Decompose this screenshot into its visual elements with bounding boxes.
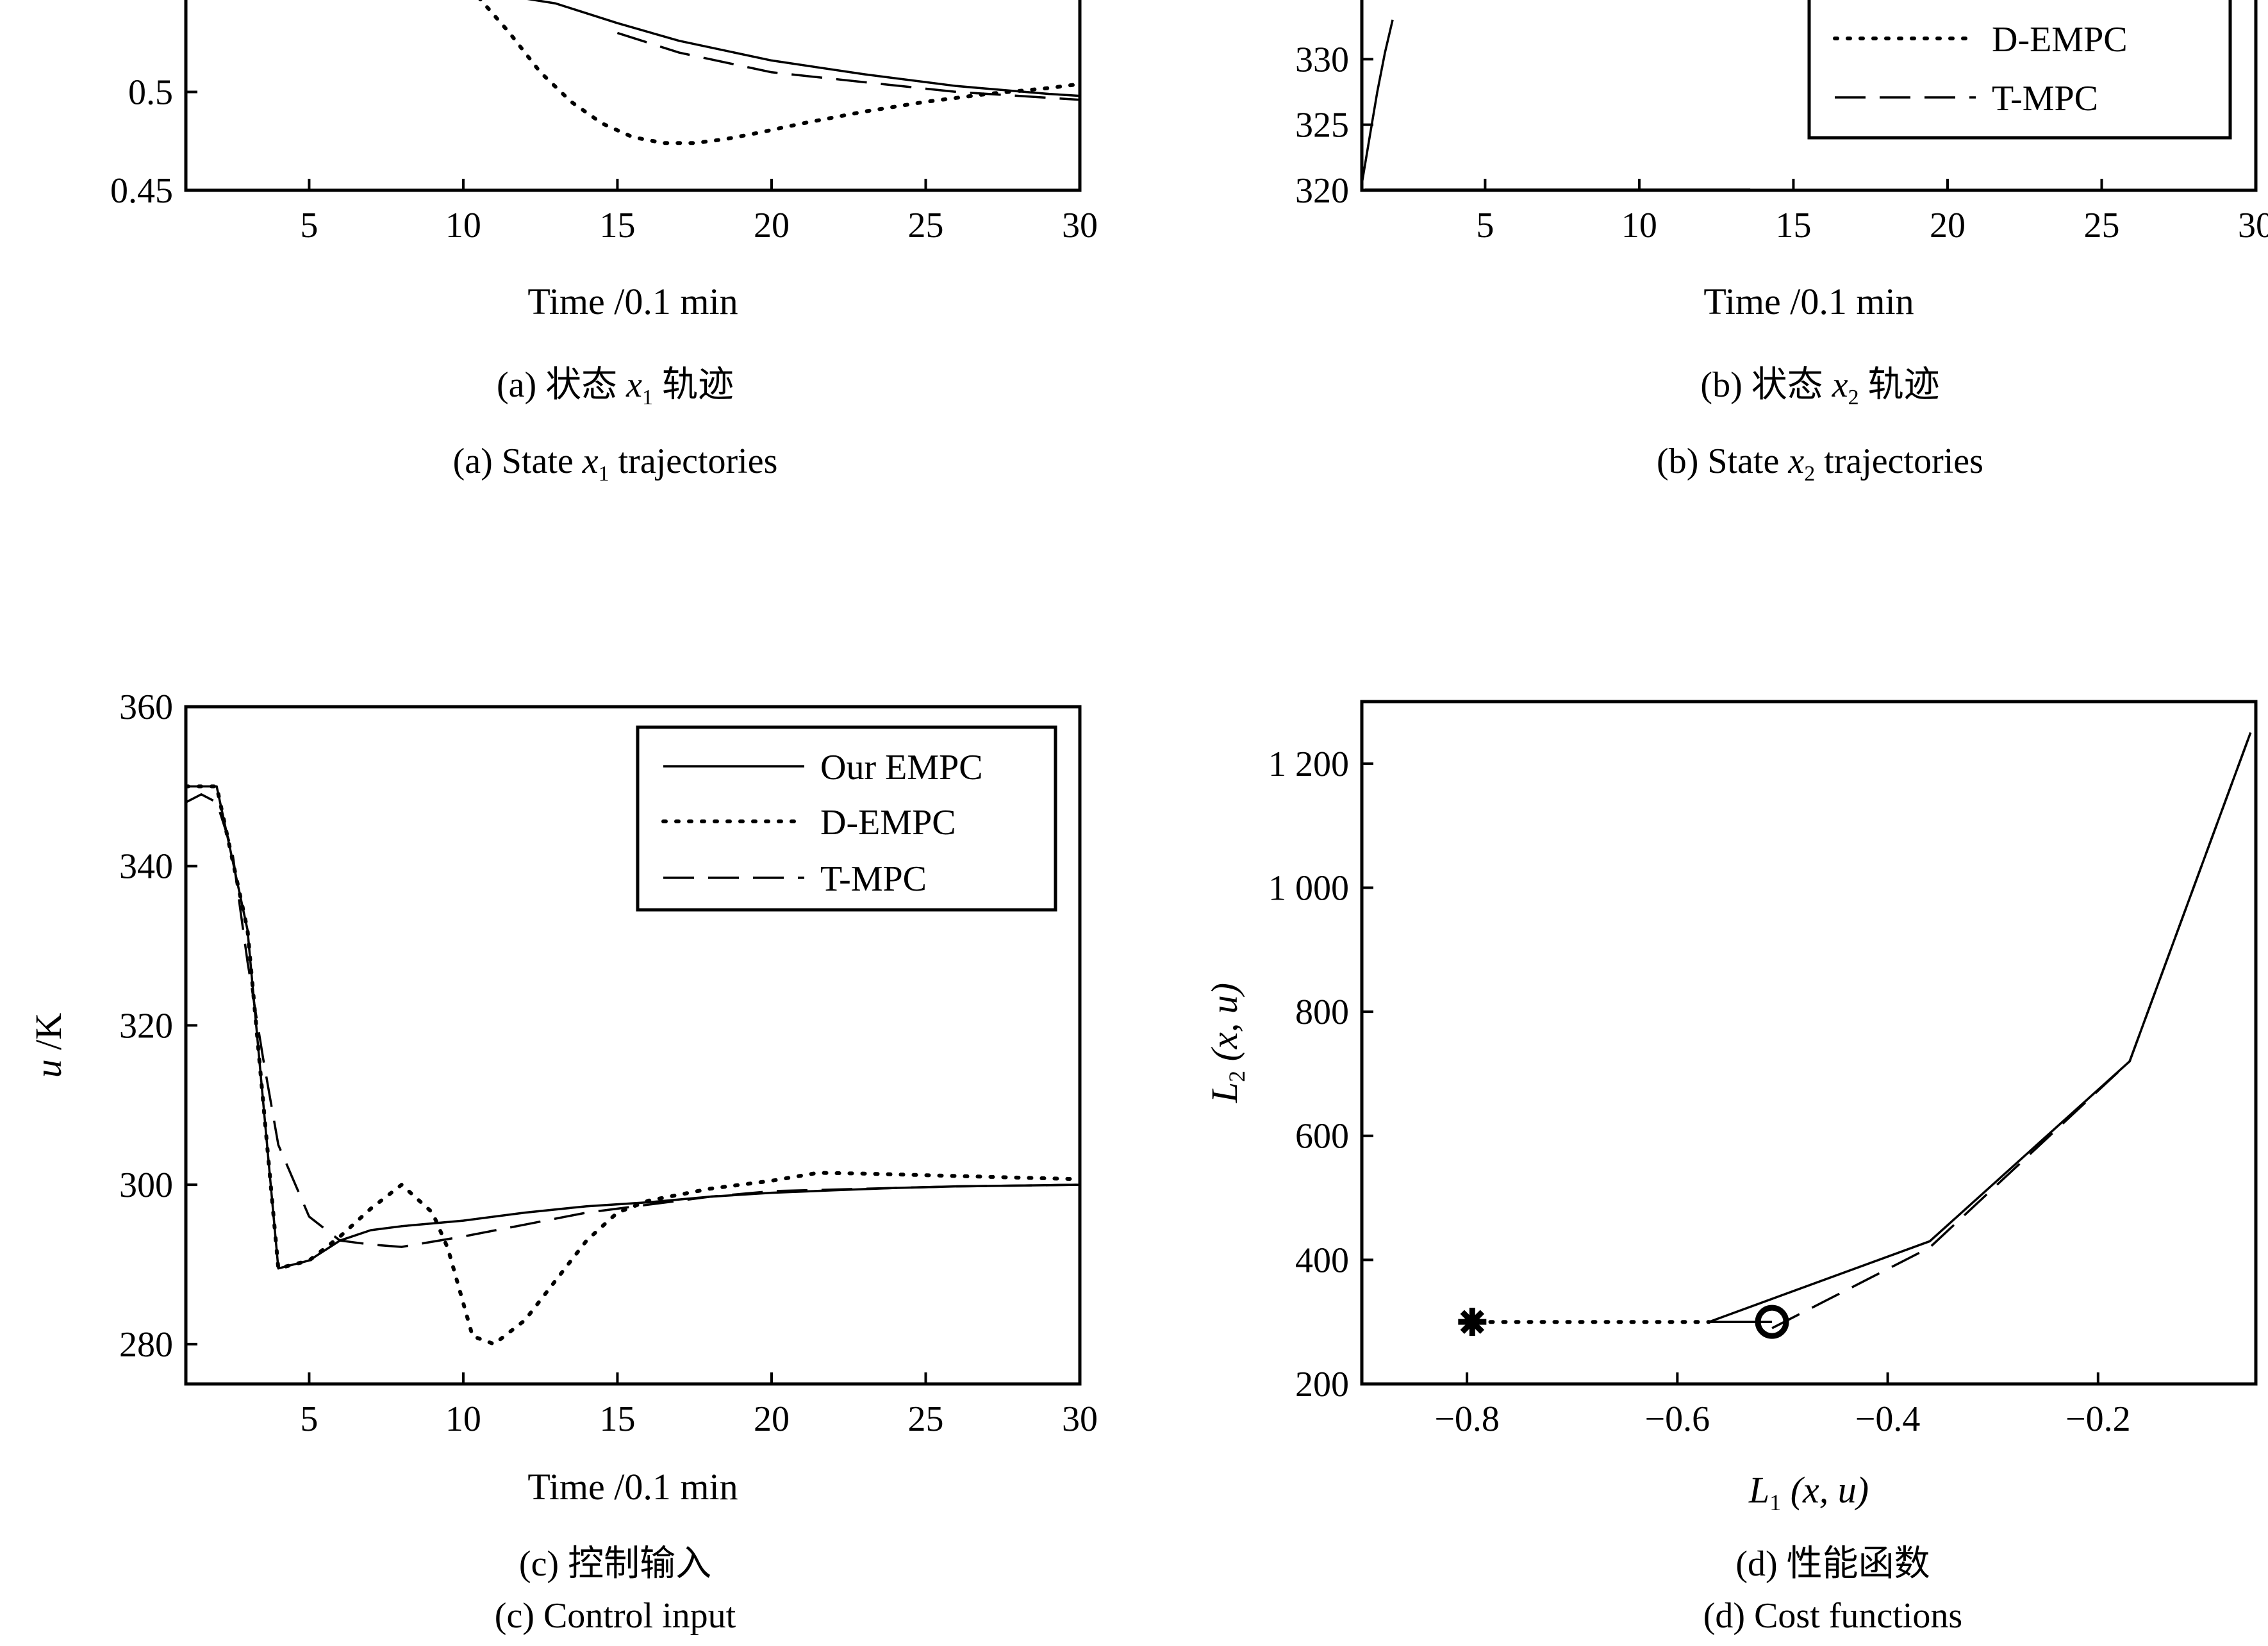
x-tick-label: 25 — [907, 206, 943, 245]
x-tick-label: 10 — [445, 1399, 481, 1439]
y-axis-label: u /K — [28, 1013, 69, 1078]
y-tick-label: 360 — [119, 687, 173, 727]
series-line-d-0 — [1708, 732, 2252, 1323]
legend-entry-label: D-EMPC — [1992, 20, 2128, 60]
y-tick-label: 280 — [119, 1325, 173, 1365]
caption-b-en-text2: trajectories — [1815, 441, 1983, 481]
x-tick-label: 30 — [1062, 1399, 1098, 1439]
y-tick-label: 330 — [1295, 40, 1349, 79]
y-axis-label: L2 (x, u) — [1204, 983, 1250, 1103]
series-line-c-1 — [186, 784, 1080, 1346]
x-tick-label: −0.6 — [1645, 1399, 1710, 1439]
y-tick-label: 320 — [119, 1006, 173, 1046]
y-tick-label: 300 — [119, 1165, 173, 1205]
legend-entry-label: T-MPC — [820, 859, 927, 899]
caption-d-english: (d) Cost functions — [1512, 1595, 2153, 1636]
caption-c-cn-text: (c) 控制输入 — [518, 1544, 712, 1584]
y-tick-label: 0.5 — [128, 73, 173, 113]
y-tick-label: 800 — [1295, 992, 1349, 1032]
x-tick-label: 15 — [599, 1399, 635, 1439]
y-tick-label: 200 — [1295, 1365, 1349, 1404]
x-axis-label: L1 (x, u) — [1748, 1469, 1869, 1515]
series-line-a-1 — [478, 0, 1080, 145]
series-line-d-2 — [1771, 732, 2252, 1329]
x-tick-label: −0.2 — [2065, 1399, 2131, 1439]
caption-b-cn-var: x — [1832, 365, 1848, 405]
legend-b: D-EMPC T-MPC — [1807, 0, 2232, 140]
x-axis-label: Time /0.1 min — [527, 1466, 738, 1508]
caption-c-english: (c) Control input — [295, 1595, 936, 1636]
plot-frame-d — [1360, 700, 2258, 1386]
y-tick-label: 340 — [119, 847, 173, 887]
legend-box — [636, 725, 1057, 912]
caption-a-en-var: x — [582, 441, 599, 481]
y-tick-label: 325 — [1295, 106, 1349, 145]
chart-d: −0.8 −0.6 −0.4 −0.2 200 400 600 800 1 000 1 200 L1… — [1204, 700, 2258, 1515]
legend-box — [1807, 0, 2232, 140]
caption-b-cn-text: (b) 状态 — [1700, 365, 1832, 405]
y-tick-label: 0.45 — [110, 171, 173, 211]
x-tick-label: −0.4 — [1855, 1399, 1921, 1439]
x-axis-label: Time /0.1 min — [527, 281, 738, 322]
caption-b-en-sub: 2 — [1804, 462, 1816, 486]
chart-a: 5 10 15 20 25 30 0.45 0.5 Time /0.1 min — [110, 0, 1098, 322]
x-tick-label: 20 — [1930, 206, 1966, 245]
plot-frame-c — [184, 705, 1082, 1386]
chart-b: 5 10 15 20 25 30 320 325 330 Time /0.1 min D-EMPC T… — [1295, 0, 2268, 322]
caption-c-chinese: (c) 控制输入 — [295, 1535, 936, 1586]
x-tick-label: 5 — [1476, 206, 1494, 245]
series-line-a-2 — [617, 31, 1080, 101]
caption-b-english: (b) State x2 trajectories — [1500, 441, 2140, 486]
caption-a-en-text2: trajectories — [609, 441, 778, 481]
y-tick-label: 400 — [1295, 1240, 1349, 1280]
x-tick-label: −0.8 — [1434, 1399, 1500, 1439]
caption-b-chinese: (b) 状态 x2 轨迹 — [1500, 356, 2140, 410]
series-line-a-0 — [527, 0, 1080, 97]
legend-entry-label: Our EMPC — [820, 748, 983, 787]
caption-a-cn-var: x — [626, 365, 642, 405]
x-tick-label: 25 — [907, 1399, 943, 1439]
caption-b-cn-sub: 2 — [1848, 386, 1859, 409]
y-tick-label: 1 000 — [1268, 868, 1349, 908]
caption-a-cn-text: (a) 状态 — [496, 365, 627, 405]
caption-a-en-sub: 1 — [598, 462, 609, 486]
chart-c: 5 10 15 20 25 30 280 300 320 340 360 Time /0.1 min u… — [28, 687, 1098, 1508]
legend-entry-label: T-MPC — [1992, 79, 2098, 119]
x-tick-label: 15 — [1775, 206, 1811, 245]
end-point-circle-marker — [1755, 1304, 1789, 1339]
x-tick-label: 5 — [300, 206, 318, 245]
caption-a-english: (a) State x1 trajectories — [295, 441, 936, 486]
caption-b-en-var: x — [1788, 441, 1805, 481]
y-tick-label: 600 — [1295, 1117, 1349, 1156]
caption-a-cn-sub: 1 — [642, 386, 653, 409]
plot-frame-b — [1360, 0, 2258, 192]
x-tick-label: 20 — [754, 1399, 790, 1439]
series-line-c-2 — [186, 793, 1080, 1248]
x-tick-label: 10 — [445, 206, 481, 245]
x-tick-label: 20 — [754, 206, 790, 245]
start-point-asterisk-marker — [1458, 1308, 1487, 1337]
x-tick-label: 30 — [1062, 206, 1098, 245]
y-tick-label: 1 200 — [1268, 745, 1349, 784]
x-tick-label: 25 — [2083, 206, 2119, 245]
x-tick-label: 30 — [2238, 206, 2268, 245]
caption-d-en-text: (d) Cost functions — [1703, 1596, 1963, 1636]
legend-entry-label: D-EMPC — [820, 803, 956, 843]
legend-c: Our EMPC D-EMPC T-MPC — [636, 725, 1057, 912]
caption-b-cn-text2: 轨迹 — [1858, 365, 1940, 405]
caption-d-cn-text: (d) 性能函数 — [1735, 1544, 1930, 1584]
caption-d-chinese: (d) 性能函数 — [1512, 1535, 2153, 1586]
x-axis-label: Time /0.1 min — [1703, 281, 1914, 322]
caption-a-en-text: (a) State — [452, 441, 583, 481]
x-tick-label: 5 — [300, 1399, 318, 1439]
x-tick-label: 15 — [599, 206, 635, 245]
x-tick-label: 10 — [1621, 206, 1657, 245]
caption-a-cn-text2: 轨迹 — [653, 365, 734, 405]
series-line-b-0 — [1362, 19, 1394, 185]
y-tick-label: 320 — [1295, 171, 1349, 211]
caption-a-chinese: (a) 状态 x1 轨迹 — [295, 356, 936, 410]
caption-c-en-text: (c) Control input — [494, 1596, 736, 1636]
caption-b-en-text: (b) State — [1657, 441, 1789, 481]
